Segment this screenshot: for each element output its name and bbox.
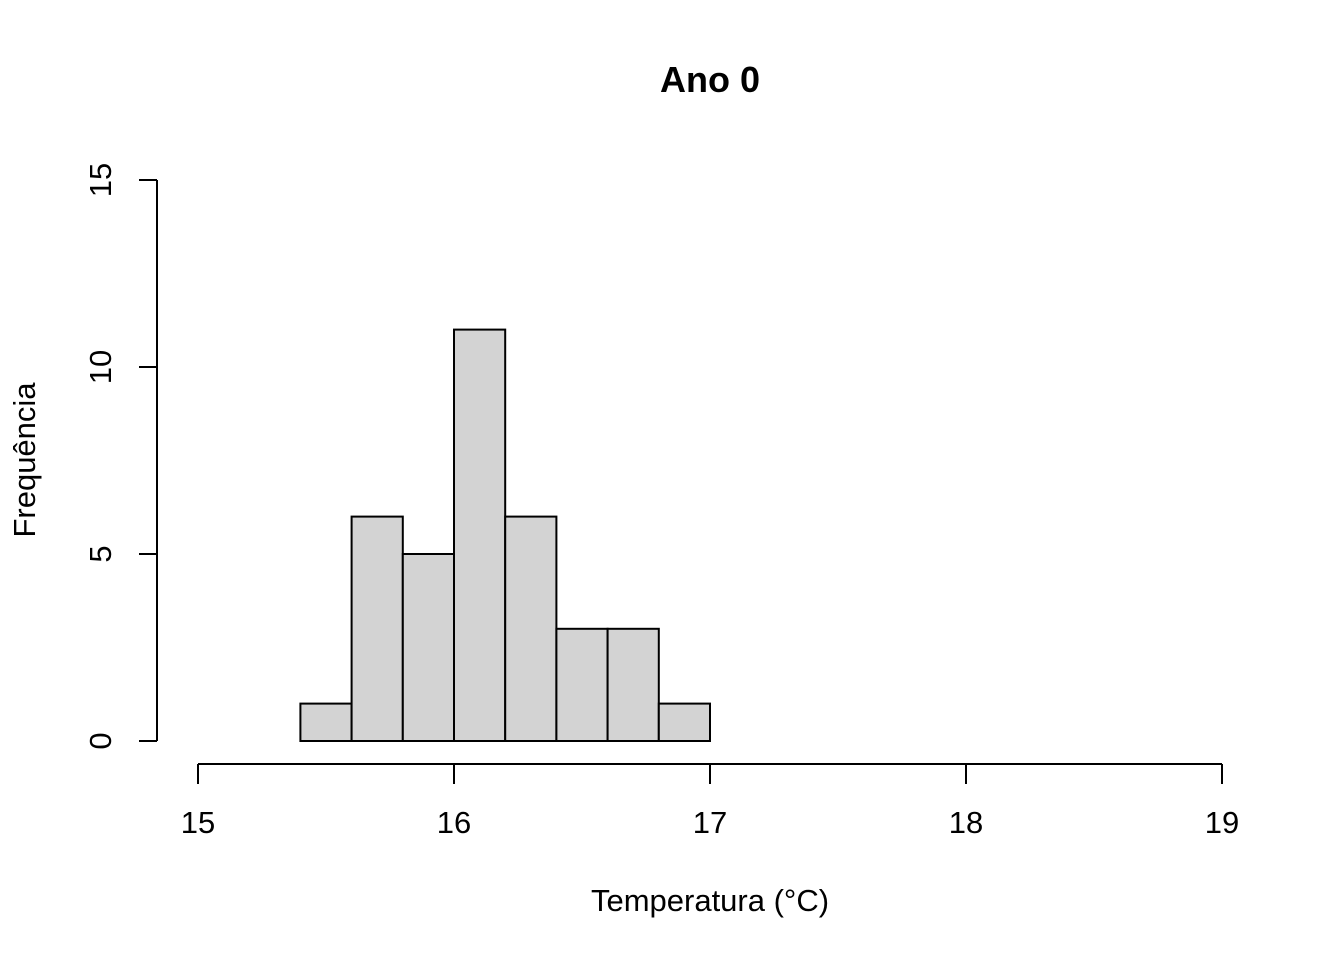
y-axis-label: Frequência — [7, 382, 42, 538]
histogram-bar-6 — [606, 627, 660, 742]
chart-title: Ano 0 — [660, 59, 760, 100]
x-tick-label-1: 16 — [437, 805, 471, 840]
x-tick-label-3: 18 — [949, 805, 983, 840]
histogram-bar-7 — [657, 702, 711, 742]
x-axis: 15 16 17 18 19 — [181, 763, 1239, 840]
bars-group — [299, 328, 711, 742]
y-tick-label-0: 0 — [83, 732, 118, 749]
y-tick-label-2: 10 — [83, 350, 118, 384]
x-tick-label-0: 15 — [181, 805, 215, 840]
histogram-bar-1 — [350, 515, 404, 742]
y-tick-label-1: 5 — [83, 545, 118, 562]
histogram-bar-2 — [401, 553, 455, 742]
histogram-bar-4 — [504, 515, 558, 742]
y-tick-label-3: 15 — [83, 163, 118, 197]
x-tick-label-4: 19 — [1205, 805, 1239, 840]
histogram-bar-3 — [453, 328, 507, 742]
histogram-bar-5 — [555, 627, 609, 742]
x-axis-label: Temperatura (°C) — [591, 883, 829, 918]
x-tick-label-2: 17 — [693, 805, 727, 840]
y-axis: 0 5 10 15 — [83, 163, 158, 750]
histogram-bar-0 — [299, 702, 353, 742]
